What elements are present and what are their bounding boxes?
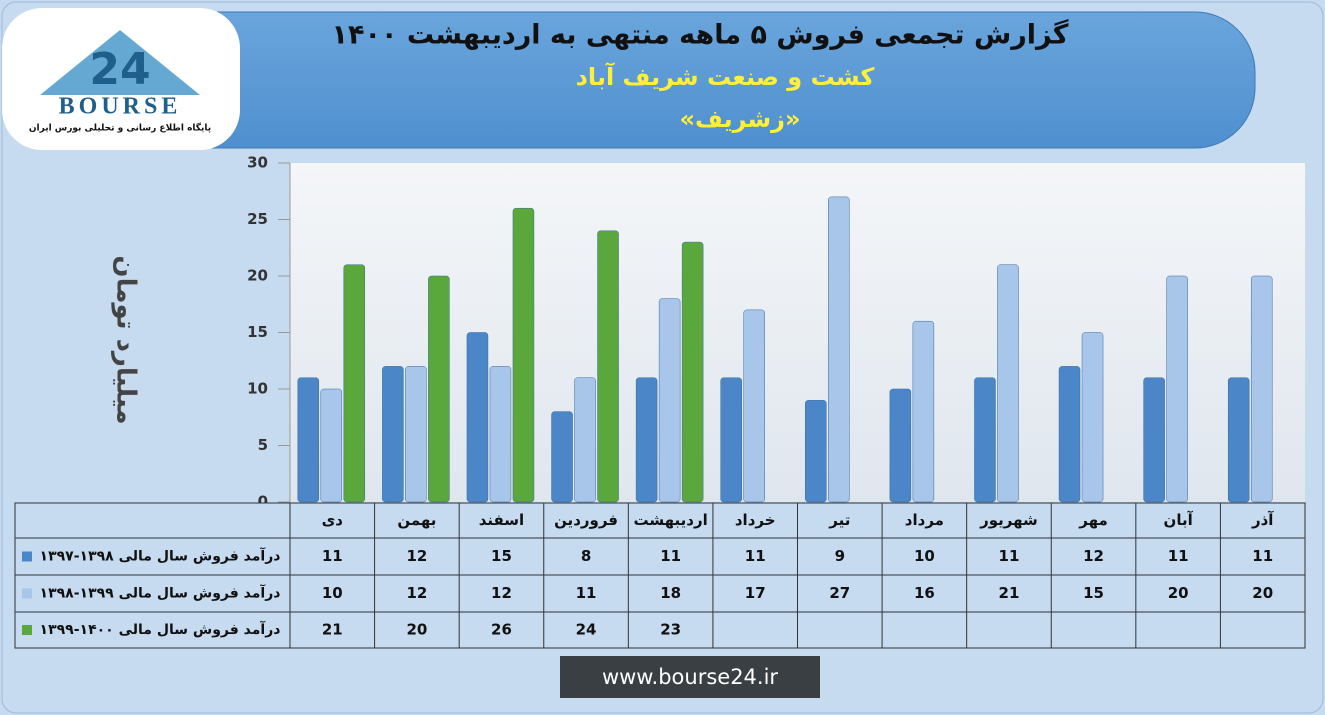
bar bbox=[805, 400, 827, 503]
table-value: 20 bbox=[406, 621, 427, 639]
bar bbox=[343, 264, 366, 503]
legend-label: درآمد فروش سال مالی ۱۴۰۰-۱۳۹۹ bbox=[40, 620, 281, 638]
x-tick-label: اردیبهشت bbox=[633, 511, 707, 529]
y-tick-label: 0 bbox=[258, 493, 268, 511]
bar bbox=[382, 366, 404, 503]
table-value: 20 bbox=[1252, 584, 1273, 602]
x-tick-label: بهمن bbox=[397, 511, 436, 529]
plot-area bbox=[290, 163, 1305, 502]
x-tick-label: اسفند bbox=[479, 511, 524, 529]
legend-swatch bbox=[22, 625, 32, 635]
legend-label: درآمد فروش سال مالی ۱۳۹۹-۱۳۹۸ bbox=[40, 584, 281, 602]
bar bbox=[658, 298, 681, 503]
bar bbox=[1166, 275, 1188, 503]
y-tick-label: 10 bbox=[247, 380, 268, 398]
bar bbox=[428, 275, 450, 503]
bar bbox=[743, 309, 765, 503]
bar bbox=[297, 377, 320, 503]
table-value: 10 bbox=[322, 584, 343, 602]
bar bbox=[997, 264, 1019, 503]
logo-shape bbox=[40, 30, 200, 95]
table-value: 12 bbox=[406, 547, 427, 565]
bar bbox=[574, 377, 596, 503]
bar bbox=[1227, 377, 1250, 503]
bar bbox=[889, 388, 912, 503]
table-value: 26 bbox=[491, 621, 512, 639]
bar bbox=[1143, 377, 1165, 503]
x-tick-label: آذر bbox=[1251, 511, 1274, 529]
y-tick-label: 5 bbox=[258, 436, 268, 454]
x-tick-label: خرداد bbox=[735, 511, 776, 529]
table-value: 11 bbox=[1252, 547, 1273, 565]
table-value: 11 bbox=[660, 547, 681, 565]
bar bbox=[597, 230, 619, 503]
y-tick-label: 15 bbox=[247, 323, 268, 341]
bar bbox=[1250, 275, 1273, 503]
table-value: 11 bbox=[745, 547, 766, 565]
x-tick-label: شهریور bbox=[979, 511, 1038, 529]
table-value: 15 bbox=[491, 547, 512, 565]
bar bbox=[635, 377, 658, 503]
symbol: «زشریف» bbox=[680, 105, 801, 133]
table-value: 11 bbox=[322, 547, 343, 565]
table-value: 18 bbox=[660, 584, 681, 602]
y-tick-label: 30 bbox=[247, 154, 268, 172]
x-tick-label: مرداد bbox=[905, 511, 944, 529]
bar bbox=[551, 411, 573, 503]
table-value: 12 bbox=[1083, 547, 1104, 565]
footer-url: www.bourse24.ir bbox=[602, 665, 778, 689]
table-value: 17 bbox=[745, 584, 766, 602]
logo-mark: 24 bbox=[89, 44, 150, 95]
bar bbox=[489, 366, 512, 503]
logo-name: BOURSE bbox=[59, 94, 182, 120]
y-tick-label: 25 bbox=[247, 210, 268, 228]
table-value: 23 bbox=[660, 621, 681, 639]
table-value: 21 bbox=[999, 584, 1020, 602]
chart-title: گزارش تجمعی فروش ۵ ماهه منتهی به اردیبهش… bbox=[332, 19, 1069, 51]
x-tick-label: تیر bbox=[828, 511, 850, 529]
table-value: 24 bbox=[576, 621, 597, 639]
table-value: 20 bbox=[1168, 584, 1189, 602]
logo-tagline: پایگاه اطلاع رسانی و تحلیلی بورس ایران bbox=[29, 122, 211, 134]
legend-swatch bbox=[22, 588, 32, 599]
x-tick-label: فروردین bbox=[554, 511, 618, 529]
table-value: 11 bbox=[1168, 547, 1189, 565]
bar bbox=[828, 196, 850, 503]
bar bbox=[466, 332, 489, 503]
bar bbox=[512, 207, 535, 503]
y-axis-label: میلیارد تومان bbox=[111, 255, 141, 424]
bar bbox=[405, 366, 427, 503]
bar bbox=[320, 388, 343, 503]
chart-subtitle: کشت و صنعت شریف آباد bbox=[576, 62, 875, 91]
table-value: 15 bbox=[1083, 584, 1104, 602]
table-value: 9 bbox=[835, 547, 845, 565]
table-value: 27 bbox=[829, 584, 850, 602]
table-value: 10 bbox=[914, 547, 935, 565]
x-tick-label: دی bbox=[322, 511, 344, 529]
table-value: 12 bbox=[406, 584, 427, 602]
x-tick-label: مهر bbox=[1078, 511, 1108, 529]
legend-label: درآمد فروش سال مالی ۱۳۹۸-۱۳۹۷ bbox=[40, 547, 281, 565]
table-value: 11 bbox=[999, 547, 1020, 565]
table-value: 12 bbox=[491, 584, 512, 602]
bar bbox=[720, 377, 742, 503]
bar bbox=[681, 241, 704, 503]
legend-swatch bbox=[22, 551, 32, 562]
table-value: 16 bbox=[914, 584, 935, 602]
footer-box bbox=[560, 656, 820, 698]
y-tick-label: 20 bbox=[247, 267, 268, 285]
bar bbox=[974, 377, 996, 503]
x-tick-label: آبان bbox=[1164, 511, 1194, 529]
table-value: 11 bbox=[576, 584, 597, 602]
bar bbox=[1081, 332, 1104, 503]
table-value: 21 bbox=[322, 621, 343, 639]
bar bbox=[912, 320, 935, 503]
bar bbox=[1058, 366, 1081, 503]
table-value: 8 bbox=[581, 547, 591, 565]
